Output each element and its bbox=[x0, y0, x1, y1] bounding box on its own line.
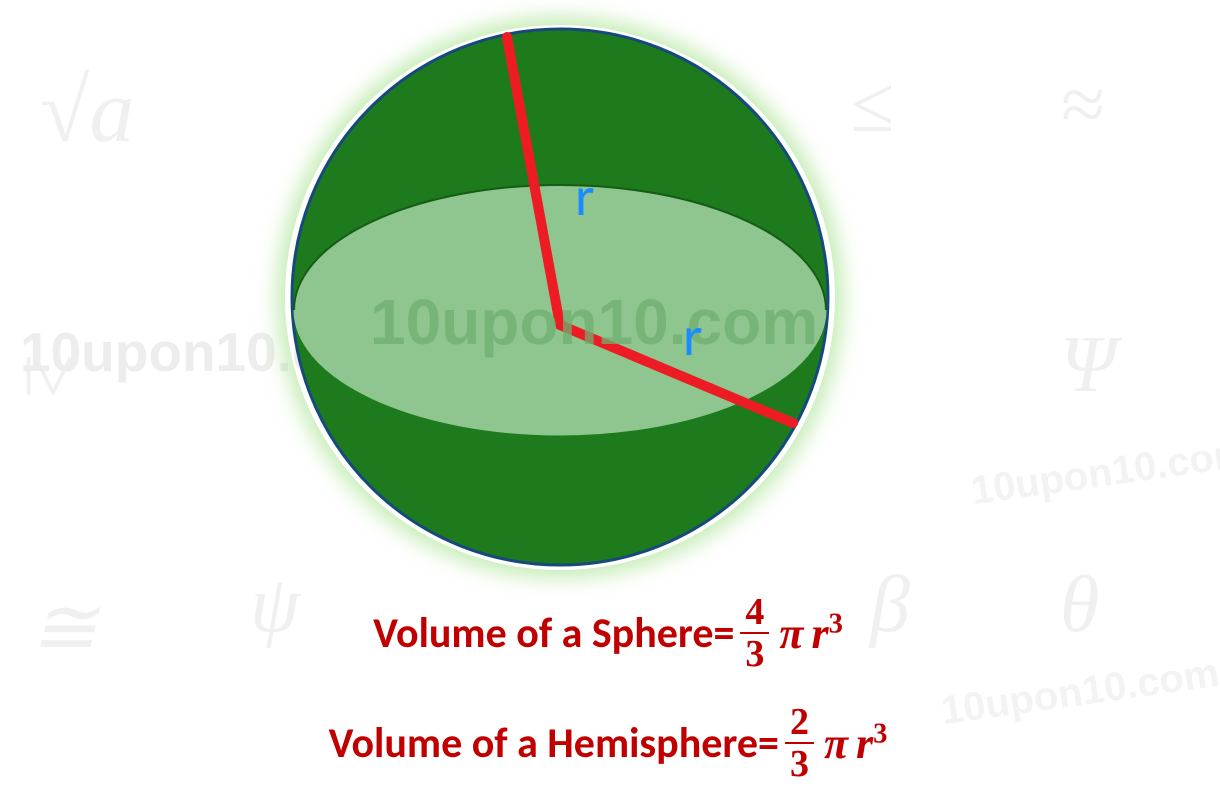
watermark-leq: ≤ bbox=[850, 60, 894, 151]
formula1-r-base: r bbox=[811, 609, 828, 658]
formula1-fraction: 4 3 bbox=[740, 593, 769, 673]
formula-sphere-volume: Volume of a Sphere= 4 3 π r3 bbox=[0, 593, 1220, 673]
watermark-center-overlay: 10upon10.com bbox=[370, 285, 818, 359]
radius-label-top: r bbox=[575, 163, 595, 231]
formula2-r-term: r3 bbox=[856, 718, 887, 769]
formula1-numerator: 4 bbox=[740, 593, 769, 634]
formula2-pi: π bbox=[824, 718, 848, 769]
formula1-r-exp: 3 bbox=[829, 608, 843, 639]
watermark-geq: ≥ bbox=[6, 354, 97, 398]
formula1-denominator: 3 bbox=[740, 634, 769, 673]
formula1-label: Volume of a Sphere= bbox=[373, 608, 734, 659]
watermark-approx: ≈ bbox=[1060, 60, 1104, 151]
watermark-psi-upper: Ψ bbox=[1060, 320, 1116, 411]
watermark-site-right: 10upon10.com bbox=[968, 431, 1220, 515]
formula2-fraction: 2 3 bbox=[785, 703, 814, 783]
formula1-r-term: r3 bbox=[811, 608, 842, 659]
formula2-denominator: 3 bbox=[785, 744, 814, 783]
formula2-r-exp: 3 bbox=[873, 718, 887, 749]
formula-hemisphere-volume: Volume of a Hemisphere= 2 3 π r3 bbox=[0, 703, 1220, 783]
sphere-diagram: 10upon10.com r r bbox=[285, 25, 835, 570]
radius-label-right: r bbox=[683, 303, 703, 371]
formula2-r-base: r bbox=[856, 719, 873, 768]
formula2-numerator: 2 bbox=[785, 703, 814, 744]
formula2-label: Volume of a Hemisphere= bbox=[329, 718, 779, 769]
formula1-pi: π bbox=[779, 608, 803, 659]
watermark-sqrt: √a bbox=[40, 60, 134, 163]
